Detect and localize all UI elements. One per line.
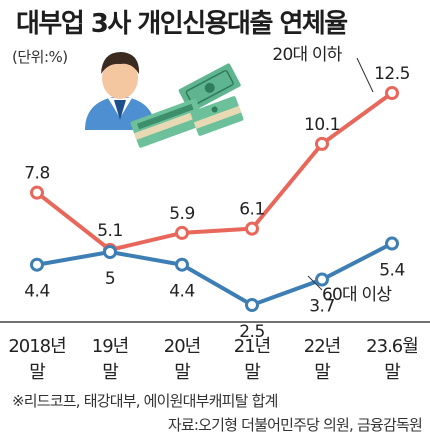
- data-point: [385, 236, 399, 251]
- data-point: [245, 221, 259, 236]
- money-bundle-icon: [130, 63, 244, 148]
- data-label: 4.4: [169, 282, 195, 302]
- data-label: 10.1: [304, 115, 340, 135]
- leader-line: [356, 57, 374, 93]
- footnote-note: ※리드코프, 태강대부, 에이원대부캐피탈 합계: [12, 392, 278, 410]
- x-tick-label: 22년 말: [304, 336, 340, 383]
- data-label: 7.8: [24, 164, 50, 184]
- data-label: 5.9: [169, 204, 195, 224]
- unit-label: (단위:%): [12, 48, 68, 66]
- series-name-label: 20대 이하: [272, 45, 342, 65]
- data-label: 6.1: [239, 200, 265, 220]
- data-point: [30, 257, 44, 272]
- data-point: [175, 225, 189, 240]
- data-point: [245, 298, 259, 312]
- data-label: 5.4: [379, 261, 405, 281]
- chart-title: 대부업 3사 개인신용대출 연체율: [16, 9, 348, 39]
- data-point: [315, 272, 329, 287]
- data-point: [385, 86, 399, 100]
- data-label: 4.4: [24, 282, 50, 302]
- series-line-2: [35, 241, 394, 307]
- x-tick-label: 2018년 말: [8, 336, 65, 383]
- series-line-1: [35, 91, 394, 252]
- data-label: 12.5: [374, 64, 410, 84]
- data-point: [30, 185, 44, 200]
- x-tick-label: 21년 말: [234, 336, 270, 383]
- x-tick-label: 20년 말: [164, 336, 200, 383]
- data-point: [315, 136, 329, 151]
- data-point: [103, 245, 117, 259]
- data-point: [175, 257, 189, 272]
- data-label: 3.7: [309, 297, 335, 317]
- series-name-label: 60대 이상: [322, 285, 392, 305]
- x-tick-label: 23.6월 말: [366, 336, 418, 383]
- x-tick-label: 19년 말: [92, 336, 128, 383]
- data-label: 2.5: [239, 322, 265, 342]
- data-label: 5.1: [97, 221, 123, 241]
- data-label: 5: [105, 269, 115, 289]
- footnote-source: 자료:오기형 더불어민주당 의원, 금융감독원: [167, 416, 423, 434]
- leader-line: [307, 275, 323, 291]
